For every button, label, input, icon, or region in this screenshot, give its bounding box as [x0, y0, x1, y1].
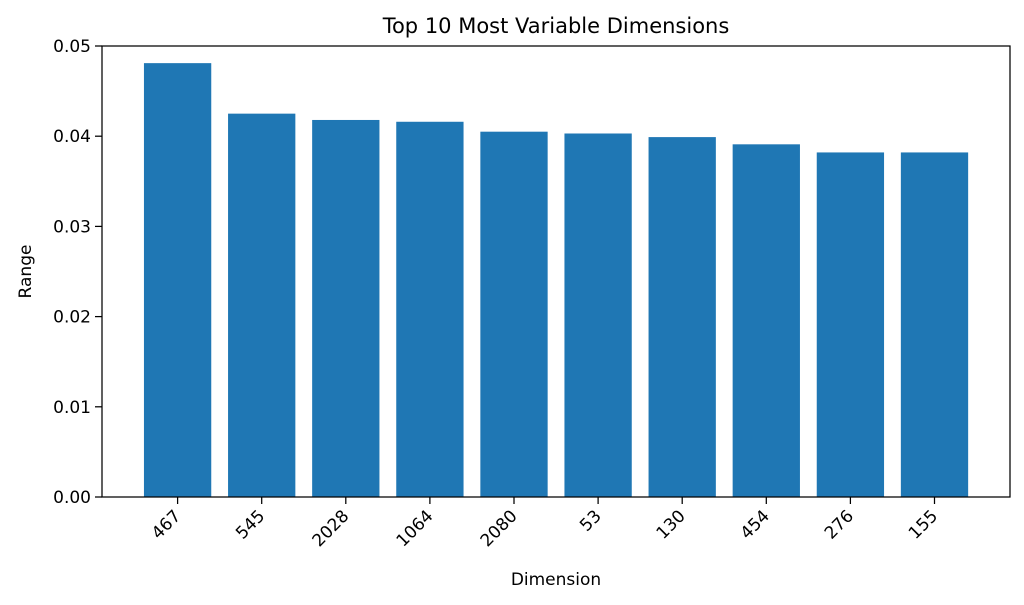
- bar-130: [648, 137, 716, 498]
- x-axis-ticks: 467 545 2028 1064 2080 53 130 454 276 155: [148, 497, 942, 551]
- y-tick-label: 0.05: [53, 37, 91, 57]
- bar-155: [900, 152, 969, 497]
- y-tick-label: 0.00: [53, 488, 91, 508]
- bar-454: [732, 144, 800, 497]
- x-tick-label: 53: [576, 506, 605, 535]
- chart-title: Top 10 Most Variable Dimensions: [382, 14, 730, 38]
- x-tick-label: 545: [232, 506, 269, 543]
- plot-area-frame: [101, 45, 1011, 498]
- bar-1064: [396, 121, 464, 497]
- y-tick-label: 0.01: [53, 398, 91, 418]
- bar-545: [228, 113, 296, 498]
- bars-group: [143, 63, 969, 498]
- x-tick-label: 2080: [477, 506, 522, 551]
- x-tick-label: 2028: [309, 506, 354, 551]
- bar-2028: [312, 119, 380, 498]
- x-tick-label: 276: [821, 506, 858, 543]
- x-tick-label: 130: [653, 506, 690, 543]
- x-tick-label: 1064: [393, 506, 438, 551]
- x-axis-label: Dimension: [511, 570, 601, 590]
- bar-2080: [480, 131, 548, 497]
- y-tick-label: 0.02: [53, 308, 91, 328]
- y-axis-label: Range: [16, 245, 36, 299]
- y-tick-label: 0.04: [53, 127, 91, 147]
- bar-467: [143, 63, 212, 497]
- x-tick-label: 467: [148, 506, 185, 543]
- bar-276: [816, 152, 885, 497]
- y-tick-label: 0.03: [53, 217, 91, 237]
- bar-53: [564, 133, 632, 497]
- y-axis-ticks: 0.00 0.01 0.02 0.03 0.04 0.05: [53, 37, 102, 508]
- x-tick-label: 155: [905, 506, 942, 543]
- x-tick-label: 454: [737, 506, 774, 543]
